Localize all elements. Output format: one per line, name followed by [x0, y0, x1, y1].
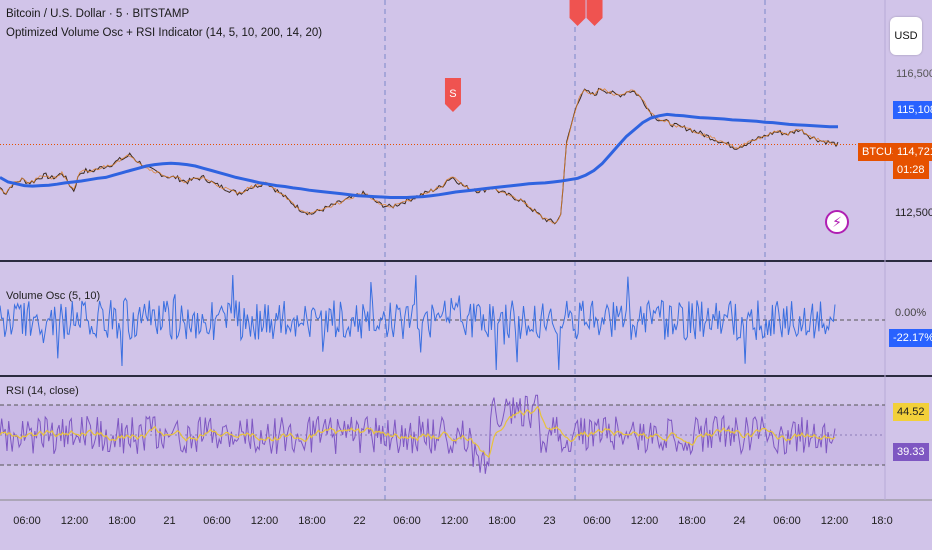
osc-zero-label: 0.00% [895, 307, 927, 319]
time-axis-label: 06:00 [13, 515, 41, 527]
time-axis-label: 06:00 [203, 515, 231, 527]
time-axis-label: 12:00 [440, 515, 469, 527]
last-price-tag: 114,721 [893, 143, 932, 161]
time-axis-label: 18:00 [678, 515, 706, 527]
sell-marker[interactable] [586, 0, 603, 26]
currency-button[interactable]: USD [890, 17, 922, 55]
sell-marker-shape [444, 78, 461, 112]
price-axis-label: 112,500 [895, 207, 932, 219]
countdown-tag: 01:28 [893, 161, 929, 179]
time-axis-label: 12:00 [60, 515, 89, 527]
time-axis-label: 12:00 [630, 515, 659, 527]
indicator-title: Optimized Volume Osc + RSI Indicator (14… [6, 27, 323, 39]
time-axis-label: 22 [353, 515, 366, 527]
volume-osc-line [0, 274, 836, 371]
sell-marker-shape [586, 0, 603, 26]
time-axis-label: 06:00 [583, 515, 611, 527]
rsi-signal-line [0, 405, 836, 459]
time-axis-label: 06:00 [393, 515, 421, 527]
rsi-label: RSI (14, close) [6, 385, 79, 397]
time-axis-label: 12:00 [250, 515, 279, 527]
osc-value-tag: -22.17% [889, 329, 932, 347]
time-axis-label: 21 [163, 515, 176, 527]
time-axis-label: 18:00 [298, 515, 326, 527]
sell-marker[interactable]: S [444, 78, 461, 112]
sell-marker[interactable] [569, 0, 586, 26]
time-axis-label: 23 [543, 515, 556, 527]
time-axis-label: 12:00 [820, 515, 849, 527]
time-axis-label: 18:00 [108, 515, 136, 527]
sell-marker-label: S [449, 88, 456, 100]
rsi-band [0, 405, 885, 465]
ma-price-tag: 115,108 [893, 101, 932, 119]
time-axis-label: 18:00 [488, 515, 516, 527]
volume-osc-label: Volume Osc (5, 10) [6, 290, 101, 302]
time-axis-label: 24 [733, 515, 746, 527]
price-axis-top-label: 116,500 [896, 68, 932, 80]
sell-marker-shape [569, 0, 586, 26]
rsi-value-tag: 39.33 [893, 443, 929, 461]
time-axis-label: 18:0 [871, 515, 893, 527]
rsi-line [0, 394, 836, 474]
lightning-icon[interactable]: ⚡ [825, 210, 849, 234]
time-axis-label: 06:00 [773, 515, 801, 527]
price-line-overlay [0, 87, 839, 224]
symbol-title: Bitcoin / U.S. Dollar · 5 · BITSTAMP [6, 8, 190, 20]
ma-line [0, 112, 839, 199]
rsi-signal-tag: 44.52 [893, 403, 929, 421]
